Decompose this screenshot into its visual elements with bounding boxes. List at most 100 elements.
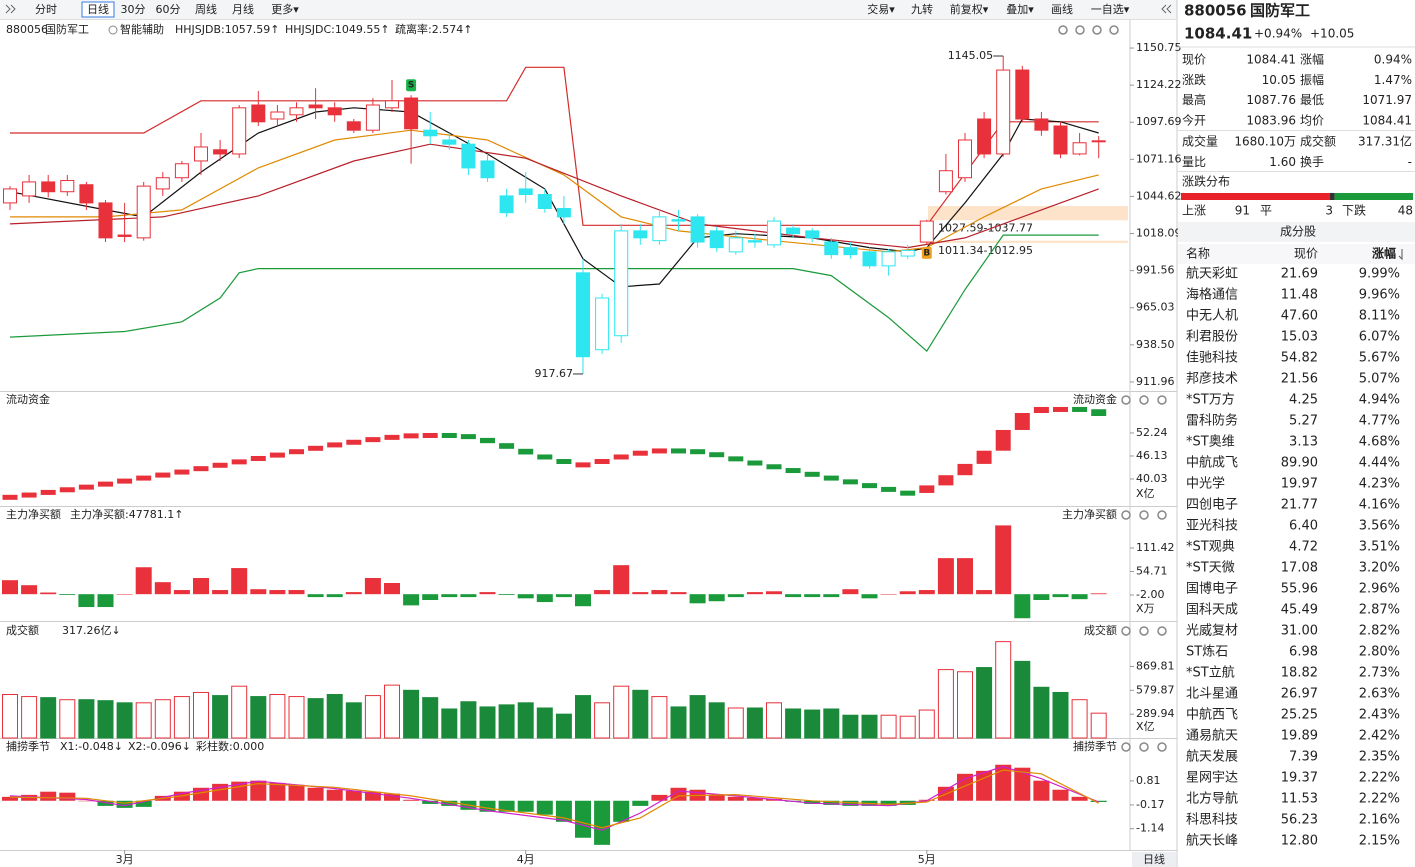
stock-price[interactable]: 18.82 bbox=[1281, 666, 1318, 681]
stock-price[interactable]: 4.72 bbox=[1289, 540, 1318, 555]
stock-price[interactable]: 5.27 bbox=[1289, 414, 1318, 429]
stock-name[interactable]: 邦彦技术 bbox=[1186, 371, 1238, 387]
stock-price[interactable]: 54.82 bbox=[1281, 351, 1318, 366]
stock-price[interactable]: 19.89 bbox=[1281, 729, 1318, 744]
stock-change[interactable]: 4.16% bbox=[1359, 498, 1400, 513]
stock-price[interactable]: 12.80 bbox=[1281, 834, 1318, 849]
stock-price[interactable]: 21.56 bbox=[1281, 372, 1318, 387]
stock-price[interactable]: 19.37 bbox=[1281, 771, 1318, 786]
stock-change[interactable]: 6.07% bbox=[1359, 330, 1400, 345]
stock-change[interactable]: 4.77% bbox=[1359, 414, 1400, 429]
toolbar-button[interactable]: 九转 bbox=[911, 2, 933, 16]
settings-icon[interactable] bbox=[1157, 626, 1167, 636]
stock-name[interactable]: 中航西飞 bbox=[1186, 707, 1238, 723]
column[interactable]: 名称 bbox=[1186, 246, 1210, 261]
stock-name[interactable]: *ST天微 bbox=[1186, 561, 1235, 576]
period-button[interactable] bbox=[1132, 852, 1176, 867]
toolbar-button[interactable]: 前复权▾ bbox=[950, 2, 989, 16]
stock-change[interactable]: 2.73% bbox=[1359, 666, 1400, 681]
stock-name[interactable]: *ST万方 bbox=[1186, 392, 1235, 408]
stock-name[interactable]: 航天彩虹 bbox=[1186, 266, 1238, 282]
stock-name[interactable]: *ST奥维 bbox=[1186, 435, 1235, 450]
stock-price[interactable]: 89.90 bbox=[1281, 456, 1318, 471]
stock-name[interactable]: 雷科防务 bbox=[1186, 413, 1238, 429]
stock-price[interactable]: 21.69 bbox=[1281, 267, 1318, 282]
stock-name[interactable]: 光威复材 bbox=[1186, 624, 1238, 639]
settings-icon[interactable] bbox=[1157, 742, 1167, 752]
stock-name[interactable]: 国博电子 bbox=[1186, 582, 1238, 597]
stock-price[interactable]: 19.97 bbox=[1281, 477, 1318, 492]
stock-change[interactable]: 3.51% bbox=[1359, 540, 1400, 555]
stock-change[interactable]: 4.68% bbox=[1359, 435, 1400, 450]
stock-name[interactable]: 通易航天 bbox=[1186, 728, 1238, 744]
stock-name[interactable]: 佳驰科技 bbox=[1186, 351, 1238, 366]
stock-name[interactable]: 海格通信 bbox=[1186, 287, 1238, 303]
stock-change[interactable]: 2.82% bbox=[1359, 624, 1400, 639]
stock-name[interactable]: 中航成飞 bbox=[1186, 455, 1238, 471]
settings-icon[interactable] bbox=[1139, 742, 1149, 752]
stock-name[interactable]: 星网宇达 bbox=[1186, 771, 1238, 786]
stock-change[interactable]: 4.44% bbox=[1359, 456, 1400, 471]
stock-name[interactable]: 亚光科技 bbox=[1186, 519, 1238, 534]
settings-icon[interactable] bbox=[1139, 395, 1149, 405]
stock-name[interactable]: 北方导航 bbox=[1186, 791, 1238, 807]
stock-change[interactable]: 3.20% bbox=[1359, 561, 1400, 576]
stock-price[interactable]: 45.49 bbox=[1281, 603, 1318, 618]
stock-change[interactable]: 5.07% bbox=[1359, 372, 1400, 387]
stock-price[interactable]: 7.39 bbox=[1289, 750, 1318, 765]
stock-change[interactable]: 5.67% bbox=[1359, 351, 1400, 366]
stock-change[interactable]: 8.11% bbox=[1359, 309, 1400, 324]
stock-name[interactable]: 四创电子 bbox=[1186, 498, 1238, 513]
stock-change[interactable]: 2.96% bbox=[1359, 582, 1400, 597]
toolbar-tab[interactable]: 30分 bbox=[121, 3, 146, 16]
stock-change[interactable]: 2.63% bbox=[1359, 687, 1400, 702]
toolbar-button[interactable]: 画线 bbox=[1051, 2, 1073, 16]
column[interactable]: 现价 bbox=[1294, 247, 1318, 261]
stock-price[interactable]: 31.00 bbox=[1281, 624, 1318, 639]
toolbar-tab[interactable]: 月线 bbox=[232, 2, 254, 16]
toolbar-button[interactable]: 叠加▾ bbox=[1006, 3, 1034, 16]
stock-change[interactable]: 2.15% bbox=[1359, 834, 1400, 849]
stock-change[interactable]: 3.56% bbox=[1359, 519, 1400, 534]
stock-change[interactable]: 2.22% bbox=[1359, 792, 1400, 807]
stock-name[interactable]: 航天发展 bbox=[1186, 749, 1238, 765]
stock-change[interactable]: 2.42% bbox=[1359, 729, 1400, 744]
settings-icon[interactable] bbox=[1157, 395, 1167, 405]
stock-change[interactable]: 2.22% bbox=[1359, 771, 1400, 786]
tab-selected[interactable] bbox=[81, 1, 115, 18]
settings-icon[interactable] bbox=[1121, 395, 1131, 405]
settings-icon[interactable] bbox=[1121, 626, 1131, 636]
toolbar-tab[interactable]: 分时 bbox=[35, 3, 57, 16]
toolbar-tab[interactable]: 日线 bbox=[87, 2, 109, 16]
stock-name[interactable]: *ST观典 bbox=[1186, 540, 1235, 555]
settings-icon[interactable] bbox=[1058, 25, 1068, 35]
stock-name[interactable]: 北斗星通 bbox=[1186, 687, 1238, 702]
stock-price[interactable]: 17.08 bbox=[1281, 561, 1318, 576]
stock-price[interactable]: 26.97 bbox=[1281, 687, 1318, 702]
stock-price[interactable]: 21.77 bbox=[1281, 498, 1318, 513]
stock-price[interactable]: 6.98 bbox=[1289, 645, 1318, 660]
settings-icon[interactable] bbox=[1139, 510, 1149, 520]
collapse-icon[interactable] bbox=[1161, 4, 1172, 14]
stock-change[interactable]: 2.87% bbox=[1359, 603, 1400, 618]
settings-icon[interactable] bbox=[1075, 25, 1085, 35]
stock-price[interactable]: 11.48 bbox=[1281, 288, 1318, 303]
settings-icon[interactable] bbox=[1092, 25, 1102, 35]
stock-price[interactable]: 4.25 bbox=[1289, 393, 1318, 408]
stock-change[interactable]: 4.94% bbox=[1359, 393, 1400, 408]
settings-icon[interactable] bbox=[1121, 510, 1131, 520]
stock-price[interactable]: 56.23 bbox=[1281, 813, 1318, 828]
stock-name[interactable]: 航天长峰 bbox=[1186, 833, 1238, 849]
stock-price[interactable]: 47.60 bbox=[1281, 309, 1318, 324]
settings-icon[interactable] bbox=[1139, 626, 1149, 636]
stock-change[interactable]: 2.35% bbox=[1359, 750, 1400, 765]
stock-name[interactable]: ST炼石 bbox=[1186, 645, 1228, 660]
stock-name[interactable]: 利君股份 bbox=[1186, 330, 1238, 345]
stock-name[interactable]: 国科天成 bbox=[1186, 603, 1238, 618]
toolbar-tab[interactable]: 周线 bbox=[195, 2, 217, 16]
stock-name[interactable]: 中无人机 bbox=[1186, 309, 1238, 324]
stock-name[interactable]: *ST立航 bbox=[1186, 665, 1235, 681]
settings-icon[interactable] bbox=[1121, 742, 1131, 752]
stock-change[interactable]: 2.43% bbox=[1359, 708, 1400, 723]
stock-name[interactable]: 科思科技 bbox=[1186, 813, 1238, 828]
